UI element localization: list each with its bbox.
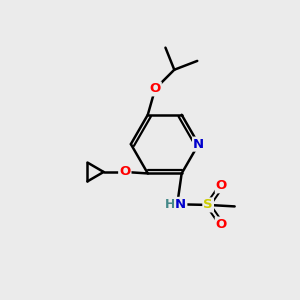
Text: N: N (193, 138, 204, 151)
Text: S: S (203, 198, 213, 212)
Text: N: N (175, 198, 186, 211)
Text: O: O (216, 218, 227, 231)
Text: H: H (165, 198, 175, 211)
Text: O: O (216, 179, 227, 192)
Text: O: O (119, 166, 130, 178)
Text: O: O (149, 82, 161, 95)
